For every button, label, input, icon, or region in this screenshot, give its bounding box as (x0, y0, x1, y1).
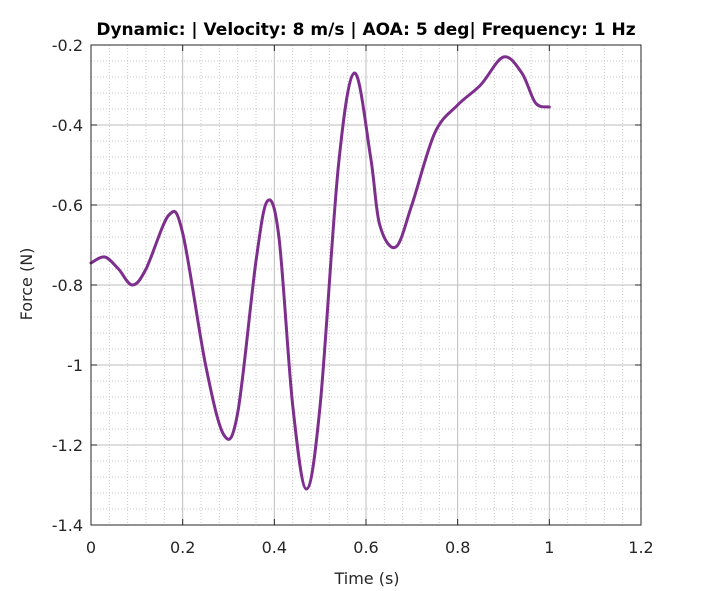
y-tick-label: -0.4 (52, 116, 83, 135)
y-axis-label: Force (N) (17, 248, 36, 321)
data-layer (89, 55, 551, 491)
y-tick-label: -1.4 (52, 516, 83, 535)
x-tick-label: 0.4 (262, 538, 287, 557)
ticks (90, 44, 642, 526)
y-tick-label: -0.6 (52, 196, 83, 215)
x-tick-label: 1 (544, 538, 554, 557)
force-series-line (89, 55, 551, 491)
y-tick-labels: -1.4 -1.2 -1 -0.8 -0.6 -0.4 -0.2 (52, 36, 83, 535)
chart-title: Dynamic: | Velocity: 8 m/s | AOA: 5 deg|… (96, 20, 635, 40)
x-tick-label: 0.6 (353, 538, 378, 557)
x-tick-label: 0.2 (170, 538, 195, 557)
y-tick-label: -0.2 (52, 36, 83, 55)
y-tick-label: -0.8 (52, 276, 83, 295)
y-tick-label: -1.2 (52, 436, 83, 455)
x-tick-label: 0.8 (445, 538, 470, 557)
x-axis-label: Time (s) (333, 569, 399, 588)
x-tick-label: 1.2 (628, 538, 653, 557)
x-tick-label: 0 (86, 538, 96, 557)
y-tick-label: -1 (67, 356, 83, 375)
x-tick-labels: 0 0.2 0.4 0.6 0.8 1 1.2 (86, 538, 654, 557)
